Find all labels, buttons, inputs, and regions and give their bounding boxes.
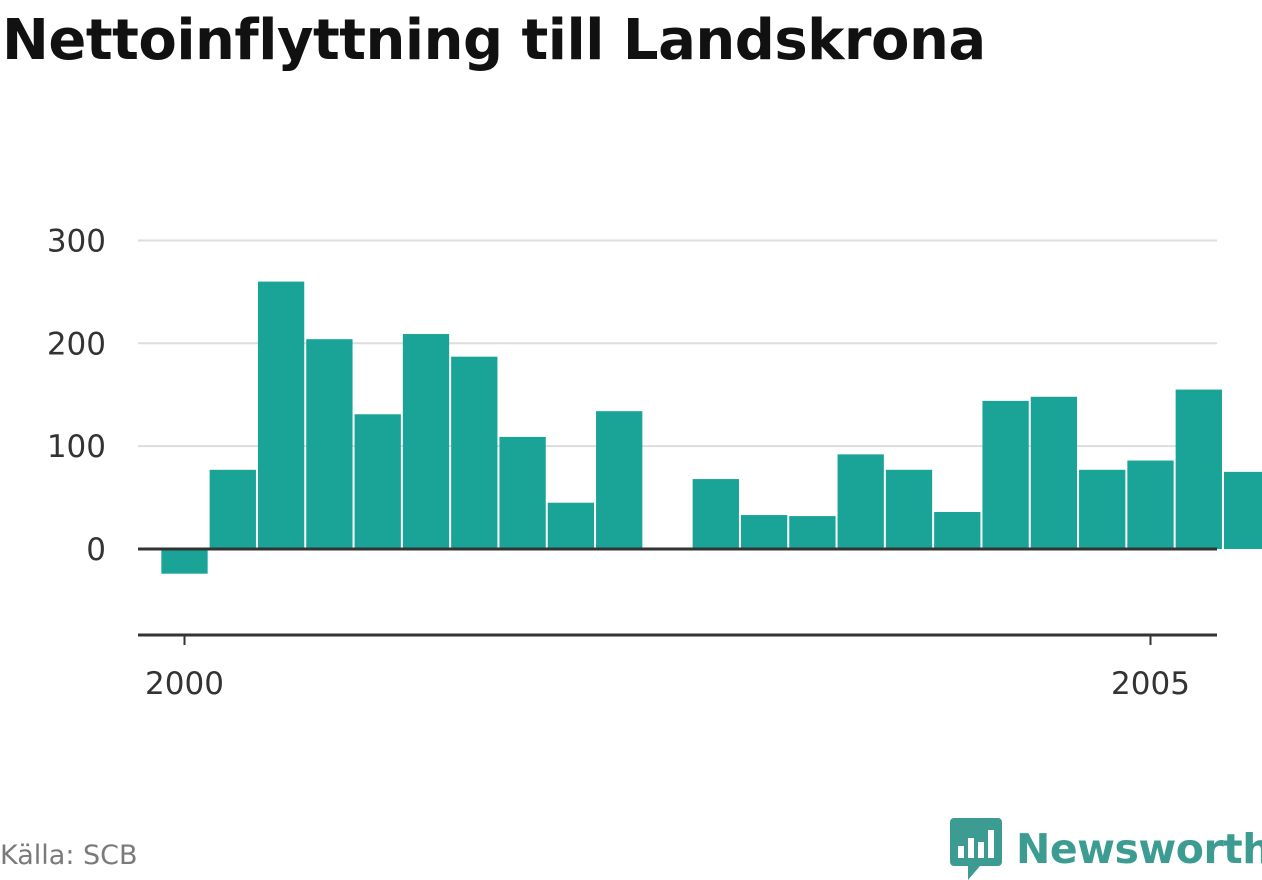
chart-title: Nettoinflyttning till Landskrona [2,8,986,73]
bar [306,339,353,549]
bar [692,479,739,549]
bar [451,356,498,549]
bar [1175,389,1222,549]
newsworthy-logo[interactable]: Newsworthy [950,818,1262,880]
bar [1127,460,1174,549]
y-tick-label: 0 [86,532,106,568]
bars [161,281,1262,574]
bar [1030,396,1078,549]
bar [789,516,836,549]
bar [1079,469,1126,549]
bar [885,469,933,549]
bar [740,515,788,549]
bar [982,400,1029,549]
source-note: Källa: SCB [0,840,138,871]
bar [934,511,981,549]
bar [596,411,643,549]
bar [161,549,208,574]
y-tick-label: 200 [47,326,106,362]
bar [837,454,884,549]
bar [547,502,595,549]
newsworthy-logo-icon [950,818,1002,880]
x-tick-label: 2005 [1111,666,1190,702]
axes: 0100200300200020052010201520202025 [47,223,1217,702]
brand-name: Newsworthy [1016,825,1262,873]
x-tick-label: 2000 [145,666,224,702]
bar [209,469,256,549]
bar [257,281,305,549]
bar [402,334,450,549]
bar [354,414,401,549]
bar [499,436,546,549]
bar [1223,471,1262,549]
y-tick-label: 100 [47,429,106,465]
y-tick-label: 300 [47,223,106,259]
